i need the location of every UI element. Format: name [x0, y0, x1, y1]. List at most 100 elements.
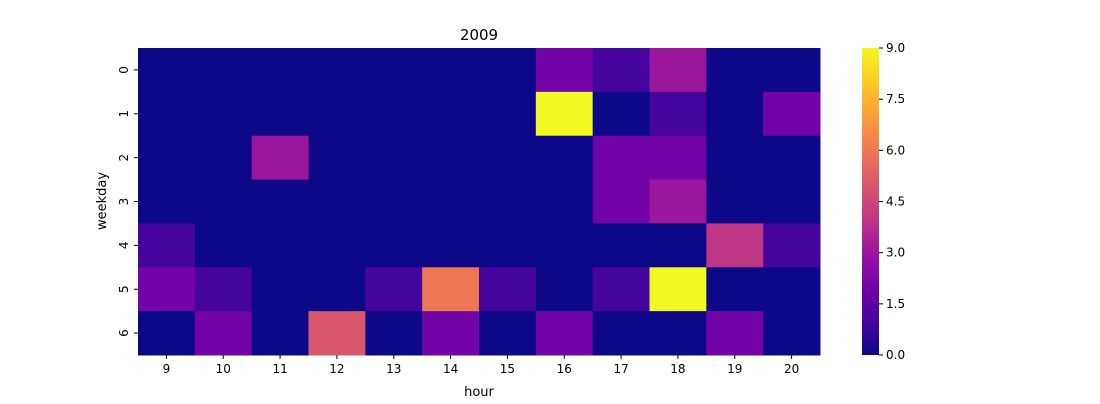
x-tick-label: 14 — [443, 362, 458, 376]
y-tick-label: 4 — [117, 242, 131, 250]
heatmap-cell — [422, 91, 480, 137]
heatmap-cell — [479, 135, 537, 181]
y-tick-label: 6 — [117, 329, 131, 337]
heatmap-cell — [763, 179, 821, 224]
heatmap-cell — [763, 48, 821, 93]
heatmap-cell — [138, 135, 196, 181]
heatmap-cell — [649, 48, 707, 93]
heatmap-cell — [365, 223, 423, 268]
heatmap-cell — [251, 48, 309, 93]
heatmap-cell — [706, 91, 764, 137]
heatmap-cell — [251, 267, 309, 312]
heatmap-cell — [422, 48, 480, 93]
x-tick-label: 13 — [386, 362, 401, 376]
heatmap-cell — [479, 223, 537, 268]
colorbar-tick-label: 0.0 — [886, 348, 905, 362]
heatmap-cell — [251, 311, 309, 356]
heatmap-cell — [706, 311, 764, 356]
heatmap-cell — [763, 267, 821, 312]
heatmap-cell — [706, 48, 764, 93]
heatmap-cell — [422, 179, 480, 224]
heatmap-cell — [194, 91, 253, 137]
x-tick-label: 20 — [784, 362, 799, 376]
x-tick-label: 15 — [500, 362, 515, 376]
y-tick-label: 2 — [117, 154, 131, 162]
x-tick-label: 10 — [216, 362, 231, 376]
heatmap-cell — [479, 179, 537, 224]
heatmap-cells — [138, 48, 821, 356]
heatmap-cell — [251, 91, 309, 137]
heatmap-cell — [592, 179, 650, 224]
heatmap-cell — [649, 311, 707, 356]
colorbar-tick-label: 3.0 — [886, 246, 905, 260]
heatmap-cell — [763, 311, 821, 356]
heatmap-cell — [138, 223, 196, 268]
heatmap-cell — [308, 91, 366, 137]
heatmap-cell — [308, 223, 366, 268]
heatmap-cell — [706, 135, 764, 181]
heatmap-cell — [535, 223, 594, 268]
heatmap-cell — [251, 179, 309, 224]
colorbar-tick-label: 7.5 — [886, 92, 905, 106]
x-tick-label: 17 — [613, 362, 628, 376]
heatmap-cell — [535, 48, 594, 93]
heatmap-cell — [592, 48, 650, 93]
y-tick-label: 3 — [117, 198, 131, 206]
heatmap-cell — [308, 311, 366, 356]
heatmap-cell — [365, 48, 423, 93]
heatmap-cell — [194, 223, 253, 268]
heatmap-cell — [365, 179, 423, 224]
heatmap-cell — [138, 179, 196, 224]
heatmap-cell — [535, 91, 594, 137]
x-tick-label: 9 — [163, 362, 171, 376]
heatmap-cell — [535, 267, 594, 312]
heatmap-cell — [422, 267, 480, 312]
heatmap-cell — [365, 135, 423, 181]
heatmap-cell — [649, 267, 707, 312]
heatmap-cell — [138, 311, 196, 356]
heatmap-cell — [138, 267, 196, 312]
heatmap-cell — [479, 91, 537, 137]
heatmap-cell — [763, 135, 821, 181]
heatmap-cell — [592, 135, 650, 181]
heatmap-cell — [706, 223, 764, 268]
heatmap-cell — [308, 48, 366, 93]
heatmap-cell — [194, 311, 253, 356]
heatmap-cell — [251, 223, 309, 268]
heatmap-cell — [763, 91, 821, 137]
x-tick-label: 12 — [329, 362, 344, 376]
heatmap-cell — [422, 135, 480, 181]
x-tick-label: 11 — [272, 362, 287, 376]
colorbar — [862, 48, 879, 355]
heatmap-cell — [138, 48, 196, 93]
heatmap-cell — [365, 311, 423, 356]
heatmap-cell — [422, 311, 480, 356]
y-tick-label: 1 — [117, 110, 131, 118]
heatmap-cell — [194, 135, 253, 181]
heatmap-cell — [365, 267, 423, 312]
heatmap-cell — [706, 179, 764, 224]
y-tick-label: 0 — [117, 66, 131, 74]
heatmap-cell — [763, 223, 821, 268]
heatmap-cell — [592, 267, 650, 312]
heatmap-cell — [649, 91, 707, 137]
heatmap-cell — [649, 179, 707, 224]
colorbar-tick-label: 9.0 — [886, 41, 905, 55]
heatmap-cell — [251, 135, 309, 181]
heatmap-cell — [194, 179, 253, 224]
x-tick-label: 16 — [557, 362, 572, 376]
heatmap-cell — [479, 267, 537, 312]
heatmap-cell — [479, 48, 537, 93]
heatmap-cell — [535, 179, 594, 224]
colorbar-tick-label: 4.5 — [886, 195, 905, 209]
heatmap-cell — [592, 223, 650, 268]
heatmap-cell — [535, 311, 594, 356]
x-axis-ticks: 9 10 11 12 13 14 15 16 17 18 19 20 — [163, 355, 799, 376]
y-axis-label: weekday — [95, 172, 110, 230]
x-tick-label: 19 — [727, 362, 742, 376]
heatmap-cell — [194, 48, 253, 93]
heatmap-cell — [592, 311, 650, 356]
colorbar-tick-label: 1.5 — [886, 297, 905, 311]
